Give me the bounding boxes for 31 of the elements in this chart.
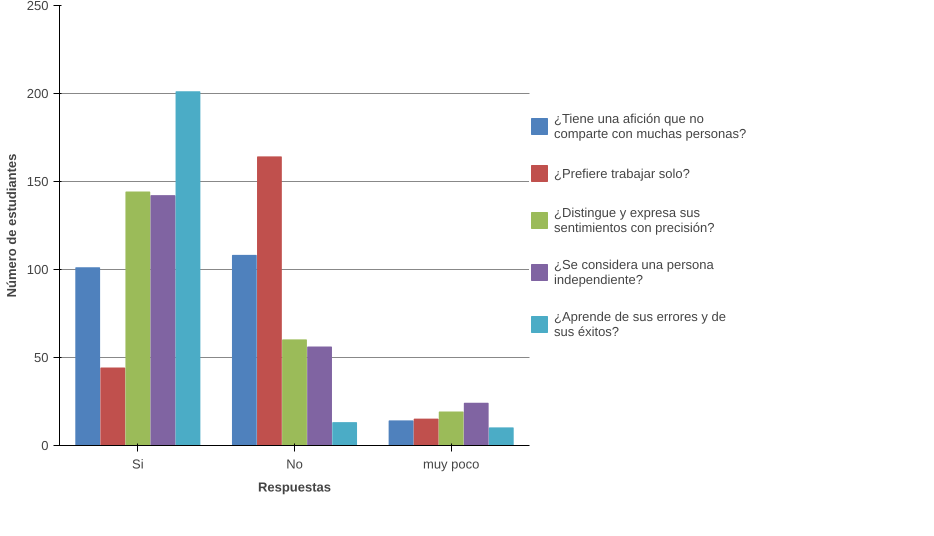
legend-label: ¿Distingue y expresa sus sentimientos con precisión? bbox=[554, 205, 714, 235]
bar bbox=[257, 156, 282, 446]
bar bbox=[414, 418, 439, 446]
legend-label: ¿Aprende de sus errores y de sus éxitos? bbox=[554, 309, 726, 339]
y-tick-label: 150 bbox=[26, 174, 49, 189]
x-tick-label: Si bbox=[132, 456, 144, 472]
bar bbox=[488, 427, 514, 446]
legend-label: ¿Tiene una afición que no comparte con muchas personas? bbox=[554, 111, 746, 141]
bar bbox=[464, 402, 489, 446]
legend-label: ¿Prefiere trabajar solo? bbox=[554, 166, 690, 180]
x-tick-label: No bbox=[286, 456, 303, 472]
y-axis-title: Número de estudiantes bbox=[4, 154, 19, 298]
x-axis-title: Respuestas bbox=[258, 480, 331, 494]
x-tick-label: muy poco bbox=[422, 456, 480, 472]
bar bbox=[176, 91, 200, 446]
bar bbox=[438, 412, 464, 446]
y-tick-label: 100 bbox=[26, 262, 49, 277]
bar bbox=[150, 195, 176, 446]
bar bbox=[282, 339, 307, 446]
bar bbox=[332, 422, 358, 446]
bar bbox=[307, 346, 332, 446]
y-tick-label: 0 bbox=[41, 438, 49, 453]
y-tick-label: 200 bbox=[26, 86, 49, 101]
bar bbox=[232, 254, 257, 446]
bar bbox=[100, 368, 126, 446]
legend-label: ¿Se considera una persona independiente? bbox=[554, 257, 714, 287]
y-tick-label: 50 bbox=[34, 350, 49, 365]
y-tick-label: 250 bbox=[26, 0, 49, 13]
bar bbox=[388, 420, 414, 446]
bar bbox=[125, 192, 150, 446]
bar bbox=[75, 267, 100, 446]
